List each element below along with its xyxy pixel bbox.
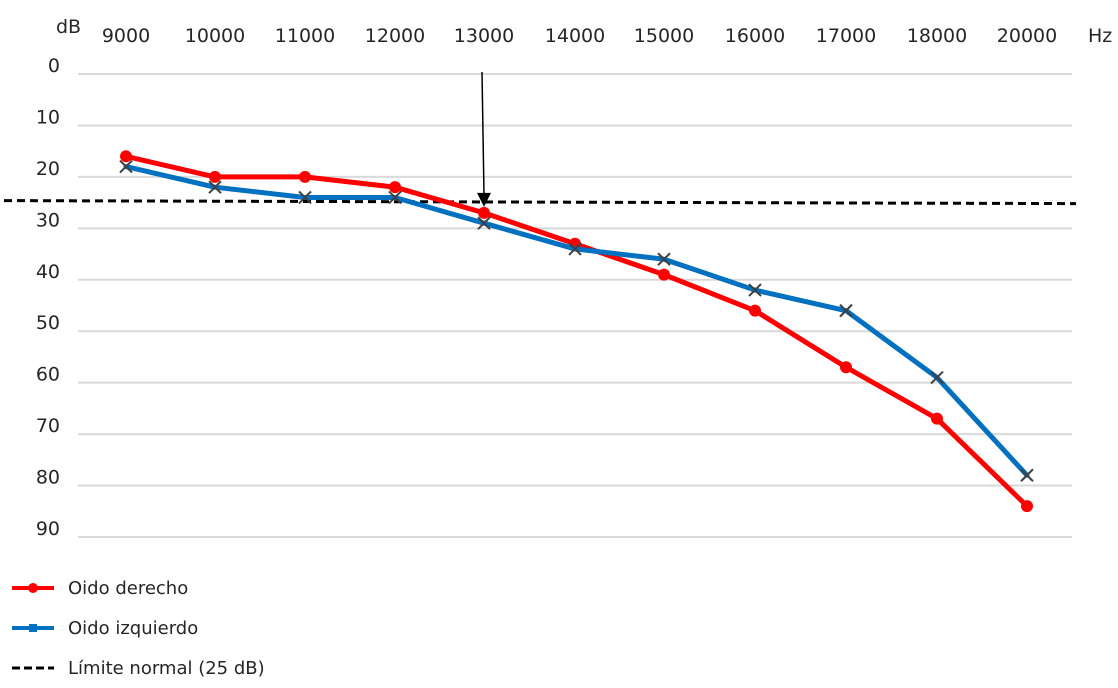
x-marker-stroke — [568, 242, 582, 256]
legend-item-normal-limit: Límite normal (25 dB) — [10, 648, 265, 688]
legend-swatch-left-ear — [12, 624, 54, 632]
y-tick-label: 40 — [36, 261, 60, 283]
data-point-right-ear — [1021, 500, 1033, 513]
legend-label-right-ear: Oido derecho — [68, 577, 189, 599]
x-tick-label: 17000 — [816, 25, 876, 47]
data-point-right-ear — [931, 412, 943, 425]
grid-lines — [78, 73, 1072, 538]
x-tick-label: 14000 — [545, 25, 605, 47]
x-tick-label: 12000 — [365, 25, 425, 47]
data-point-left-ear — [477, 216, 491, 230]
x-marker-stroke — [930, 370, 944, 385]
data-point-right-ear — [209, 170, 221, 183]
x-tick-label: 20000 — [997, 25, 1057, 47]
y-tick-label: 20 — [36, 158, 60, 180]
y-axis-ticks: 0 10 20 30 40 50 60 70 80 90 — [36, 55, 60, 540]
y-tick-label: 0 — [48, 55, 60, 77]
data-point-left-ear — [119, 159, 133, 174]
x-tick-label: 18000 — [907, 25, 967, 47]
legend-label-normal-limit: Límite normal (25 dB) — [68, 657, 265, 679]
y-unit-label: dB — [56, 16, 81, 38]
data-point-right-ear — [120, 150, 132, 163]
data-point-left-ear — [930, 370, 944, 385]
series-line-left-ear — [123, 164, 1030, 478]
data-point-right-ear — [389, 181, 401, 194]
y-tick-label: 90 — [36, 518, 60, 540]
data-point-right-ear — [478, 206, 490, 219]
legend-item-right-ear: Oido derecho — [10, 568, 265, 608]
y-tick-label: 50 — [36, 312, 60, 334]
data-point-left-ear — [568, 242, 582, 256]
data-point-right-ear — [749, 304, 761, 317]
normal-limit-line — [3, 199, 1077, 206]
annotation-arrow — [477, 71, 491, 207]
x-tick-label: 11000 — [275, 25, 335, 47]
data-point-right-ear — [840, 361, 852, 374]
x-marker-stroke — [477, 216, 491, 230]
arrow-shaft — [481, 71, 485, 195]
x-tick-label: 9000 — [102, 25, 150, 47]
data-point-left-ear — [1020, 468, 1034, 482]
x-tick-label: 10000 — [185, 25, 245, 47]
y-tick-label: 10 — [36, 106, 60, 128]
data-point-left-ear — [388, 190, 402, 205]
legend-swatch-right-ear — [12, 583, 54, 593]
series-layer — [119, 150, 1034, 513]
x-unit-label: Hz — [1088, 25, 1112, 47]
reference-line — [3, 199, 1077, 206]
data-point-right-ear — [299, 170, 311, 183]
x-marker-stroke — [839, 303, 853, 318]
x-marker-stroke — [388, 190, 402, 205]
y-tick-label: 60 — [36, 364, 60, 386]
legend-swatch-normal-limit — [12, 666, 54, 670]
arrow-head — [477, 192, 491, 207]
x-marker-stroke — [208, 180, 222, 194]
y-tick-label: 80 — [36, 467, 60, 489]
x-marker-stroke — [748, 283, 762, 297]
x-marker-stroke — [657, 252, 671, 266]
data-point-left-ear — [839, 303, 853, 318]
data-point-left-ear — [657, 252, 671, 266]
data-point-left-ear — [298, 190, 312, 205]
series-left-ear — [119, 159, 1034, 482]
x-tick-label: 16000 — [725, 25, 785, 47]
x-tick-label: 15000 — [634, 25, 694, 47]
x-marker-stroke — [298, 190, 312, 205]
x-axis-ticks: 9000 10000 11000 12000 13000 14000 15000 16000 1… — [102, 25, 1057, 47]
x-marker-stroke — [119, 159, 133, 174]
x-marker-stroke — [1020, 468, 1034, 482]
data-point-right-ear — [658, 268, 670, 281]
series-right-ear — [120, 150, 1033, 513]
legend-label-left-ear: Oido izquierdo — [68, 617, 199, 639]
y-tick-label: 70 — [36, 415, 60, 437]
x-tick-label: 13000 — [454, 25, 514, 47]
data-point-left-ear — [748, 283, 762, 297]
legend-item-left-ear: Oido izquierdo — [10, 608, 265, 648]
data-point-left-ear — [208, 180, 222, 194]
legend: Oido derecho Oido izquierdo Límite norma… — [10, 568, 265, 688]
y-tick-label: 30 — [36, 209, 60, 231]
audiogram-chart: 0 10 20 30 40 50 60 70 80 90 9000 10000 11000 12000 1… — [3, 16, 1112, 540]
